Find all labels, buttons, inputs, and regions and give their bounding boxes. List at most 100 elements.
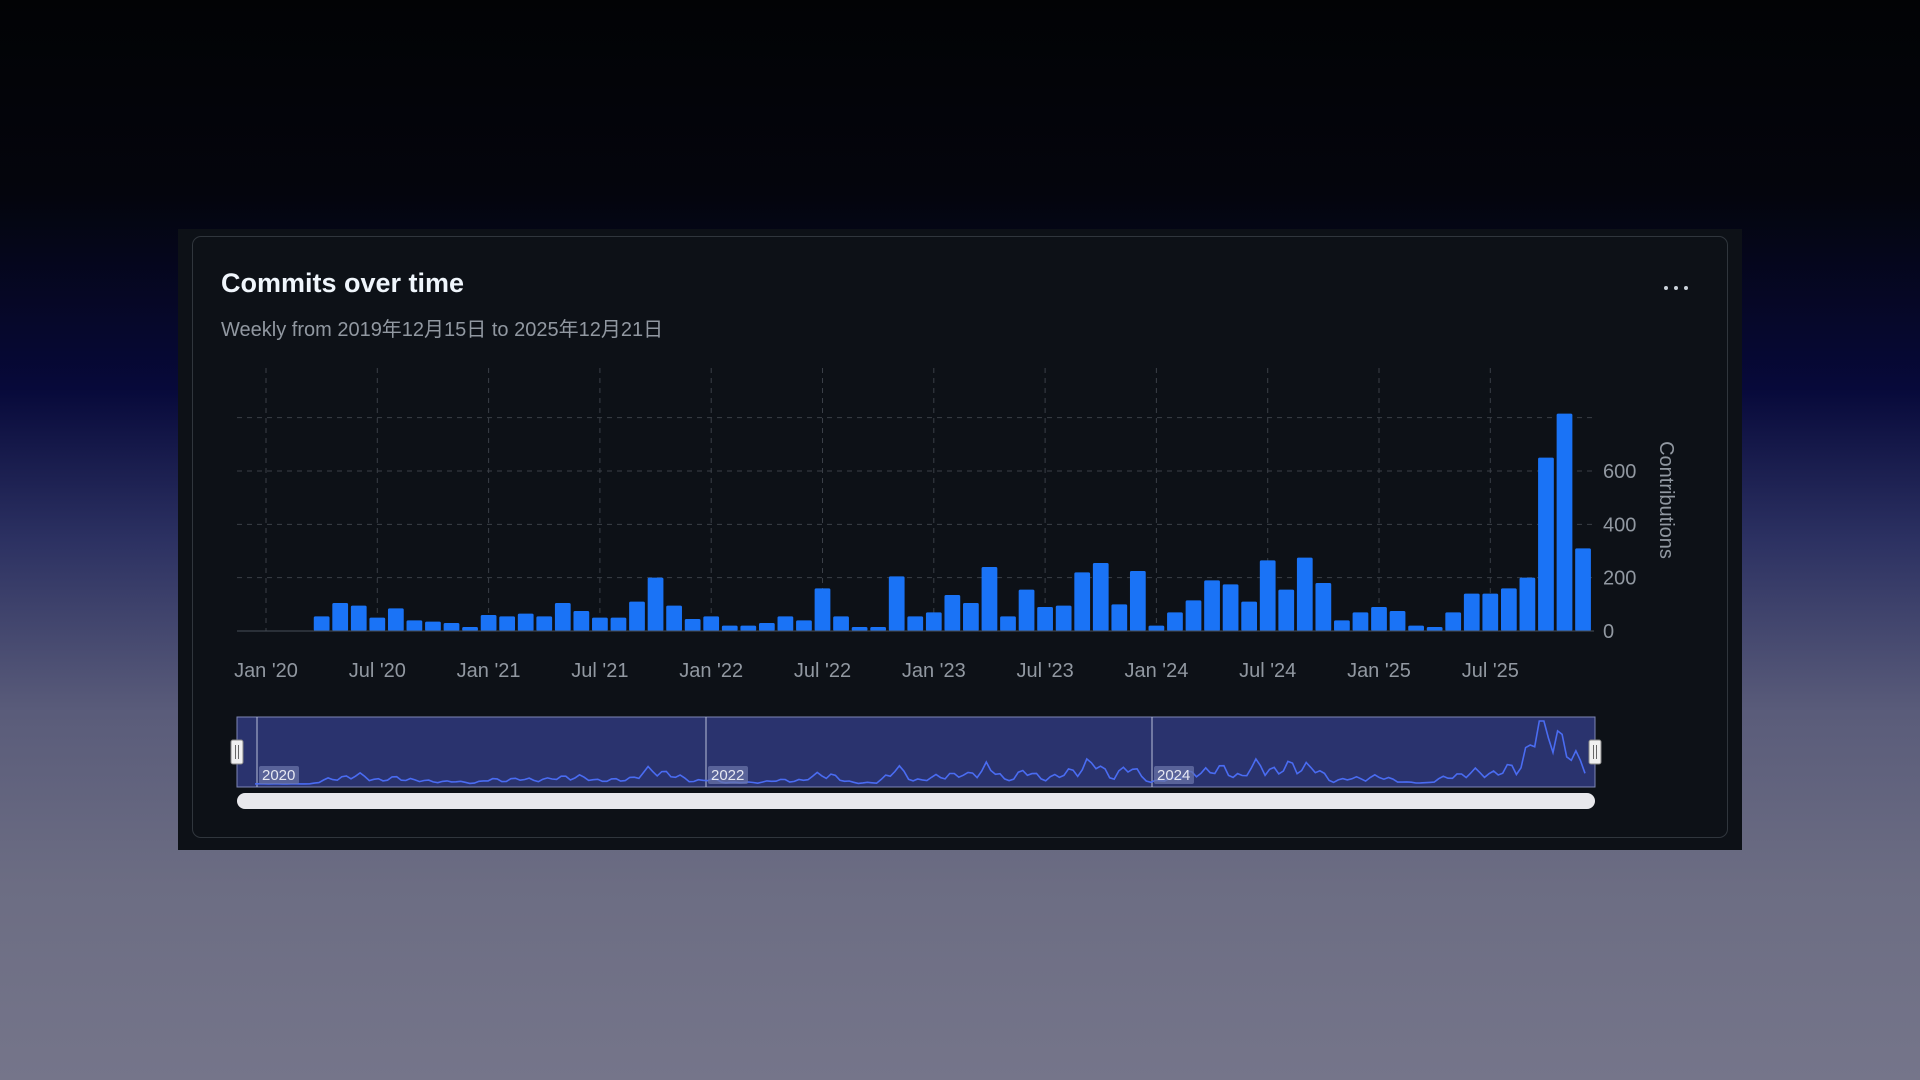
bar[interactable]: 15 — [462, 627, 478, 631]
bar[interactable]: 40 — [796, 620, 812, 631]
bar[interactable]: 55 — [833, 616, 849, 631]
bar[interactable]: 175 — [1222, 584, 1239, 631]
bar[interactable]: 60 — [480, 615, 497, 631]
bar[interactable]: 815 — [1556, 413, 1573, 631]
bar[interactable]: 50 — [592, 617, 608, 631]
x-tick-label: Jul '23 — [1017, 660, 1074, 682]
bar[interactable]: 110 — [1241, 601, 1258, 631]
bar[interactable]: 40 — [1334, 620, 1350, 631]
y-tick-label: 0 — [1603, 621, 1614, 643]
navigator-label-bg — [259, 766, 299, 784]
bar[interactable]: 155 — [1278, 589, 1295, 631]
vertical-gridlines — [265, 368, 1491, 631]
bar[interactable]: 140 — [1482, 593, 1499, 631]
bar[interactable]: 265 — [1259, 560, 1276, 631]
bar[interactable]: 45 — [684, 619, 701, 631]
bar[interactable]: 115 — [1185, 600, 1202, 631]
menu-dot — [1674, 286, 1678, 290]
bar[interactable]: 310 — [1575, 548, 1591, 631]
navigator-selection[interactable] — [236, 716, 1596, 788]
bar[interactable]: 75 — [1389, 611, 1406, 631]
bar[interactable]: 30 — [758, 623, 775, 631]
bar[interactable]: 20 — [1148, 625, 1165, 631]
bar[interactable]: 55 — [1000, 616, 1016, 631]
menu-dot — [1684, 286, 1688, 290]
x-tick-label: Jan '24 — [1124, 660, 1188, 682]
chart-subtitle: Weekly from 2019年12月15日 to 2025年12月21日 — [221, 319, 664, 341]
bar[interactable]: 140 — [1463, 593, 1480, 631]
bar[interactable]: 85 — [387, 608, 404, 631]
bar[interactable]: 205 — [888, 576, 905, 631]
menu-dot — [1664, 286, 1668, 290]
bar[interactable]: 35 — [425, 621, 441, 631]
bar[interactable]: 220 — [1074, 572, 1091, 631]
bar[interactable]: 50 — [610, 617, 627, 631]
bar[interactable]: 105 — [963, 603, 979, 631]
bar[interactable]: 110 — [629, 601, 645, 631]
bar[interactable]: 155 — [1018, 589, 1035, 631]
bar[interactable]: 70 — [1352, 612, 1369, 631]
bar[interactable]: 50 — [369, 617, 386, 631]
bar[interactable]: 95 — [1055, 605, 1072, 631]
bar[interactable]: 255 — [1092, 563, 1109, 631]
x-tick-labels: Jan '20 Jul '20 Jan '21 Jul '21 Jan '22 Jul '… — [234, 660, 1519, 682]
bar[interactable]: 20 — [740, 625, 757, 631]
bar[interactable]: 70 — [1445, 612, 1462, 631]
x-tick-label: Jan '21 — [457, 660, 521, 682]
bar[interactable]: 30 — [443, 623, 460, 631]
navigator-year-labels: 2020 2022 2024 — [259, 766, 1194, 784]
bar[interactable]: 240 — [981, 567, 998, 631]
navigator-label-bg — [1154, 766, 1194, 784]
bar[interactable]: 90 — [1037, 607, 1053, 631]
bar[interactable]: 55 — [703, 616, 720, 631]
bar[interactable]: 275 — [1296, 557, 1313, 631]
bar[interactable]: 70 — [925, 612, 942, 631]
bar[interactable]: 180 — [1315, 583, 1332, 631]
bar[interactable]: 135 — [944, 595, 961, 631]
navigator-series-line — [254, 720, 1586, 785]
bar[interactable]: 225 — [1129, 571, 1146, 631]
y-tick-label: 200 — [1603, 568, 1636, 590]
bar[interactable]: 20 — [721, 625, 738, 631]
bar[interactable]: 55 — [499, 616, 516, 631]
bar[interactable]: 15 — [1426, 627, 1443, 631]
bar[interactable]: 105 — [332, 603, 349, 631]
range-navigator[interactable]: 2020 2022 2024 — [230, 716, 1602, 809]
bar[interactable]: 100 — [1111, 604, 1128, 631]
bar[interactable]: 160 — [1500, 588, 1517, 631]
bar[interactable]: 75 — [573, 611, 590, 631]
bar[interactable]: 15 — [870, 627, 887, 631]
bar[interactable]: 40 — [406, 620, 423, 631]
bar[interactable]: 55 — [777, 616, 794, 631]
bar[interactable]: 190 — [1204, 580, 1220, 631]
y-tick-labels: 0 200 400 600 — [1603, 461, 1636, 643]
x-tick-label: Jan '22 — [679, 660, 743, 682]
x-tick-label: Jan '20 — [234, 660, 298, 682]
bar[interactable]: 650 — [1538, 457, 1554, 631]
navigator-year-label: 2024 — [1157, 767, 1190, 784]
kebab-horizontal-icon[interactable] — [1652, 270, 1700, 306]
bar[interactable]: 90 — [1371, 607, 1387, 631]
bar[interactable]: 65 — [517, 613, 534, 631]
bar[interactable]: 160 — [814, 588, 831, 631]
x-tick-label: Jan '23 — [902, 660, 966, 682]
bar[interactable]: 200 — [647, 577, 664, 631]
bar[interactable]: 95 — [350, 605, 367, 631]
x-tick-label: Jul '24 — [1239, 660, 1296, 682]
bar[interactable]: 55 — [907, 616, 924, 631]
navigator-scrollbar[interactable] — [237, 793, 1595, 809]
y-axis-label: Contributions — [1655, 441, 1677, 559]
chart-title: Commits over time — [221, 268, 465, 298]
bar[interactable]: 55 — [313, 616, 330, 631]
navigator-left-handle[interactable] — [230, 739, 244, 765]
bar[interactable]: 95 — [666, 605, 682, 631]
bar[interactable]: 15 — [851, 627, 868, 631]
navigator-right-handle[interactable] — [1588, 739, 1602, 765]
bar[interactable]: 20 — [1408, 625, 1424, 631]
bar[interactable]: 70 — [1167, 612, 1183, 631]
bar[interactable]: 55 — [536, 616, 553, 631]
bar[interactable]: 200 — [1519, 577, 1536, 631]
x-tick-label: Jul '22 — [794, 660, 851, 682]
bar[interactable]: 105 — [554, 603, 571, 631]
navigator-year-label: 2022 — [711, 767, 744, 784]
